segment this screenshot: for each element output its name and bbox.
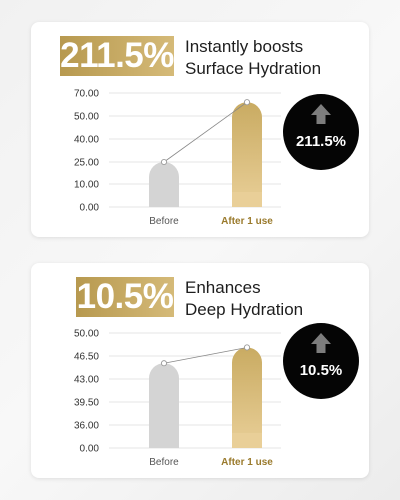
y-tick-label: 25.00 (74, 158, 99, 169)
y-tick-label: 10.00 (74, 180, 99, 191)
deep-hydration-chart: 50.00 46.50 43.00 39.50 36.00 0.00 Before After… (74, 323, 359, 468)
increase-label: 10.5% (300, 362, 343, 379)
increase-label: 211.5% (296, 133, 346, 150)
heading-line-2: Surface Hydration (185, 59, 322, 78)
deep-hydration-card: 10.5% Enhances Deep Hydration 50.00 46.50… (31, 263, 369, 478)
connector-line (163, 101, 248, 163)
bar-base (149, 192, 179, 207)
bar-before (149, 363, 179, 448)
data-point (243, 99, 251, 106)
y-tick-label: 36.00 (74, 421, 99, 432)
percent-badge: 10.5% (76, 277, 174, 317)
category-label: After 1 use (221, 457, 273, 468)
bar-base (232, 433, 262, 448)
y-tick-label: 0.00 (80, 203, 100, 214)
data-point (160, 360, 168, 367)
percent-badge: 211.5% (60, 36, 174, 76)
bar-after (232, 347, 262, 448)
heading-line-1: Instantly boosts (185, 37, 304, 56)
category-label: Before (149, 457, 179, 468)
surface-hydration-card: 211.5% Instantly boosts Surface Hydratio… (31, 22, 369, 237)
y-tick-label: 40.00 (74, 135, 99, 146)
y-tick-label: 70.00 (74, 89, 99, 100)
y-tick-label: 0.00 (80, 444, 100, 455)
y-tick-label: 39.50 (74, 398, 99, 409)
increase-circle (283, 94, 359, 170)
y-tick-label: 43.00 (74, 375, 99, 386)
heading-line-1: Enhances (185, 278, 261, 297)
bar-after (232, 102, 262, 207)
y-tick-label: 50.00 (74, 112, 99, 123)
up-arrow-icon (311, 104, 331, 124)
panel-heading: Instantly boosts Surface Hydration (185, 36, 321, 80)
y-tick-label: 46.50 (74, 352, 99, 363)
heading-line-2: Deep Hydration (185, 300, 304, 319)
category-label: Before (149, 216, 179, 227)
y-tick-label: 50.00 (74, 329, 99, 340)
data-point (160, 158, 168, 166)
data-point (243, 344, 251, 351)
bar-base (149, 433, 179, 448)
panel-heading: Enhances Deep Hydration (185, 277, 303, 321)
increase-circle (283, 323, 359, 399)
bar-base (232, 192, 262, 207)
connector-line (163, 347, 248, 364)
up-arrow-icon (311, 333, 331, 353)
category-label: After 1 use (221, 216, 273, 227)
surface-hydration-chart: 70.00 50.00 40.00 25.00 10.00 0.00 Before After… (74, 89, 359, 227)
